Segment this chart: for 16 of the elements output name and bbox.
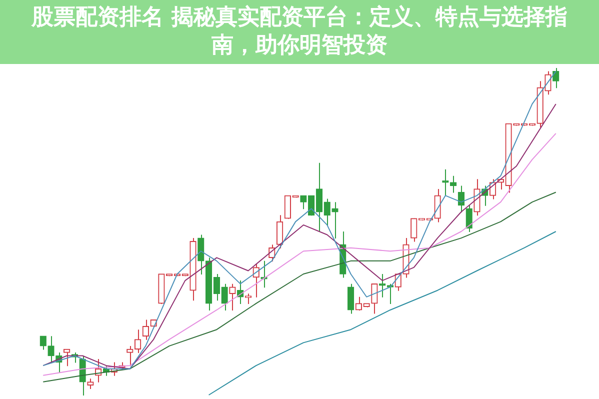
candlestick <box>434 188 441 223</box>
candlestick <box>450 175 457 194</box>
candlestick <box>87 378 94 390</box>
candlestick <box>474 178 480 216</box>
chart-title: 股票配资排名 揭秘真实配资平台：定义、特点与选择指南，助你明智投资 <box>0 0 599 64</box>
candlestick <box>284 195 291 220</box>
candlestick <box>63 348 70 367</box>
candlestick <box>347 283 354 314</box>
candlestick <box>300 195 307 210</box>
candlestick <box>48 336 54 364</box>
candlestick <box>371 283 378 314</box>
candlestick <box>229 283 236 311</box>
candlestick <box>198 234 204 276</box>
candlestick <box>79 355 86 396</box>
candlestick <box>276 214 284 249</box>
candlestick <box>355 296 362 311</box>
